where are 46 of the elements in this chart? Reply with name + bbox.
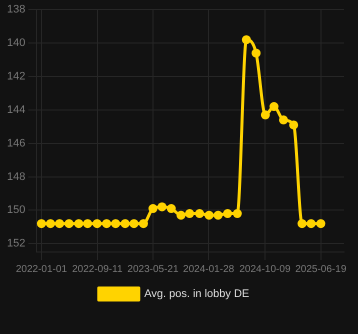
point [269,102,278,112]
point [185,209,194,218]
point [102,219,112,228]
point [36,219,46,228]
point [111,219,120,228]
point [138,219,148,228]
y-tick-label: 144 [6,104,26,116]
point [242,35,251,44]
point [158,202,167,212]
point [214,210,223,220]
point [260,110,270,120]
x-tick-label: 2025-06-19 [295,264,347,275]
point [195,209,204,218]
legend-label: Avg. pos. in lobby DE [144,288,250,300]
point [289,120,298,130]
x-tick-label: 2023-05-21 [127,264,179,275]
point [176,210,186,220]
point [306,219,316,228]
point [204,210,214,220]
x-tick-label: 2022-01-01 [16,264,68,275]
y-tick-label: 146 [6,137,26,150]
point [232,209,242,218]
point [166,204,176,214]
point [252,48,261,58]
point [129,219,138,228]
point [316,219,326,228]
y-tick-label: 142 [6,70,26,82]
y-tick-label: 150 [6,204,26,216]
y-tick-label: 148 [6,170,26,183]
y-tick-label: 138 [6,4,26,16]
point [278,115,288,124]
point [120,219,130,228]
point [46,219,55,228]
x-tick-label: 2024-10-09 [239,264,291,275]
point [83,219,92,228]
point [298,219,307,228]
point [64,219,74,228]
point [92,219,102,228]
y-tick-label: 152 [6,238,26,250]
y-tick-label: 140 [6,37,26,50]
x-tick-label: 2022-09-11 [72,264,123,275]
point [223,209,232,218]
point [148,204,158,214]
point [74,219,84,228]
x-tick-label: 2024-01-28 [183,264,235,275]
point [55,219,64,228]
